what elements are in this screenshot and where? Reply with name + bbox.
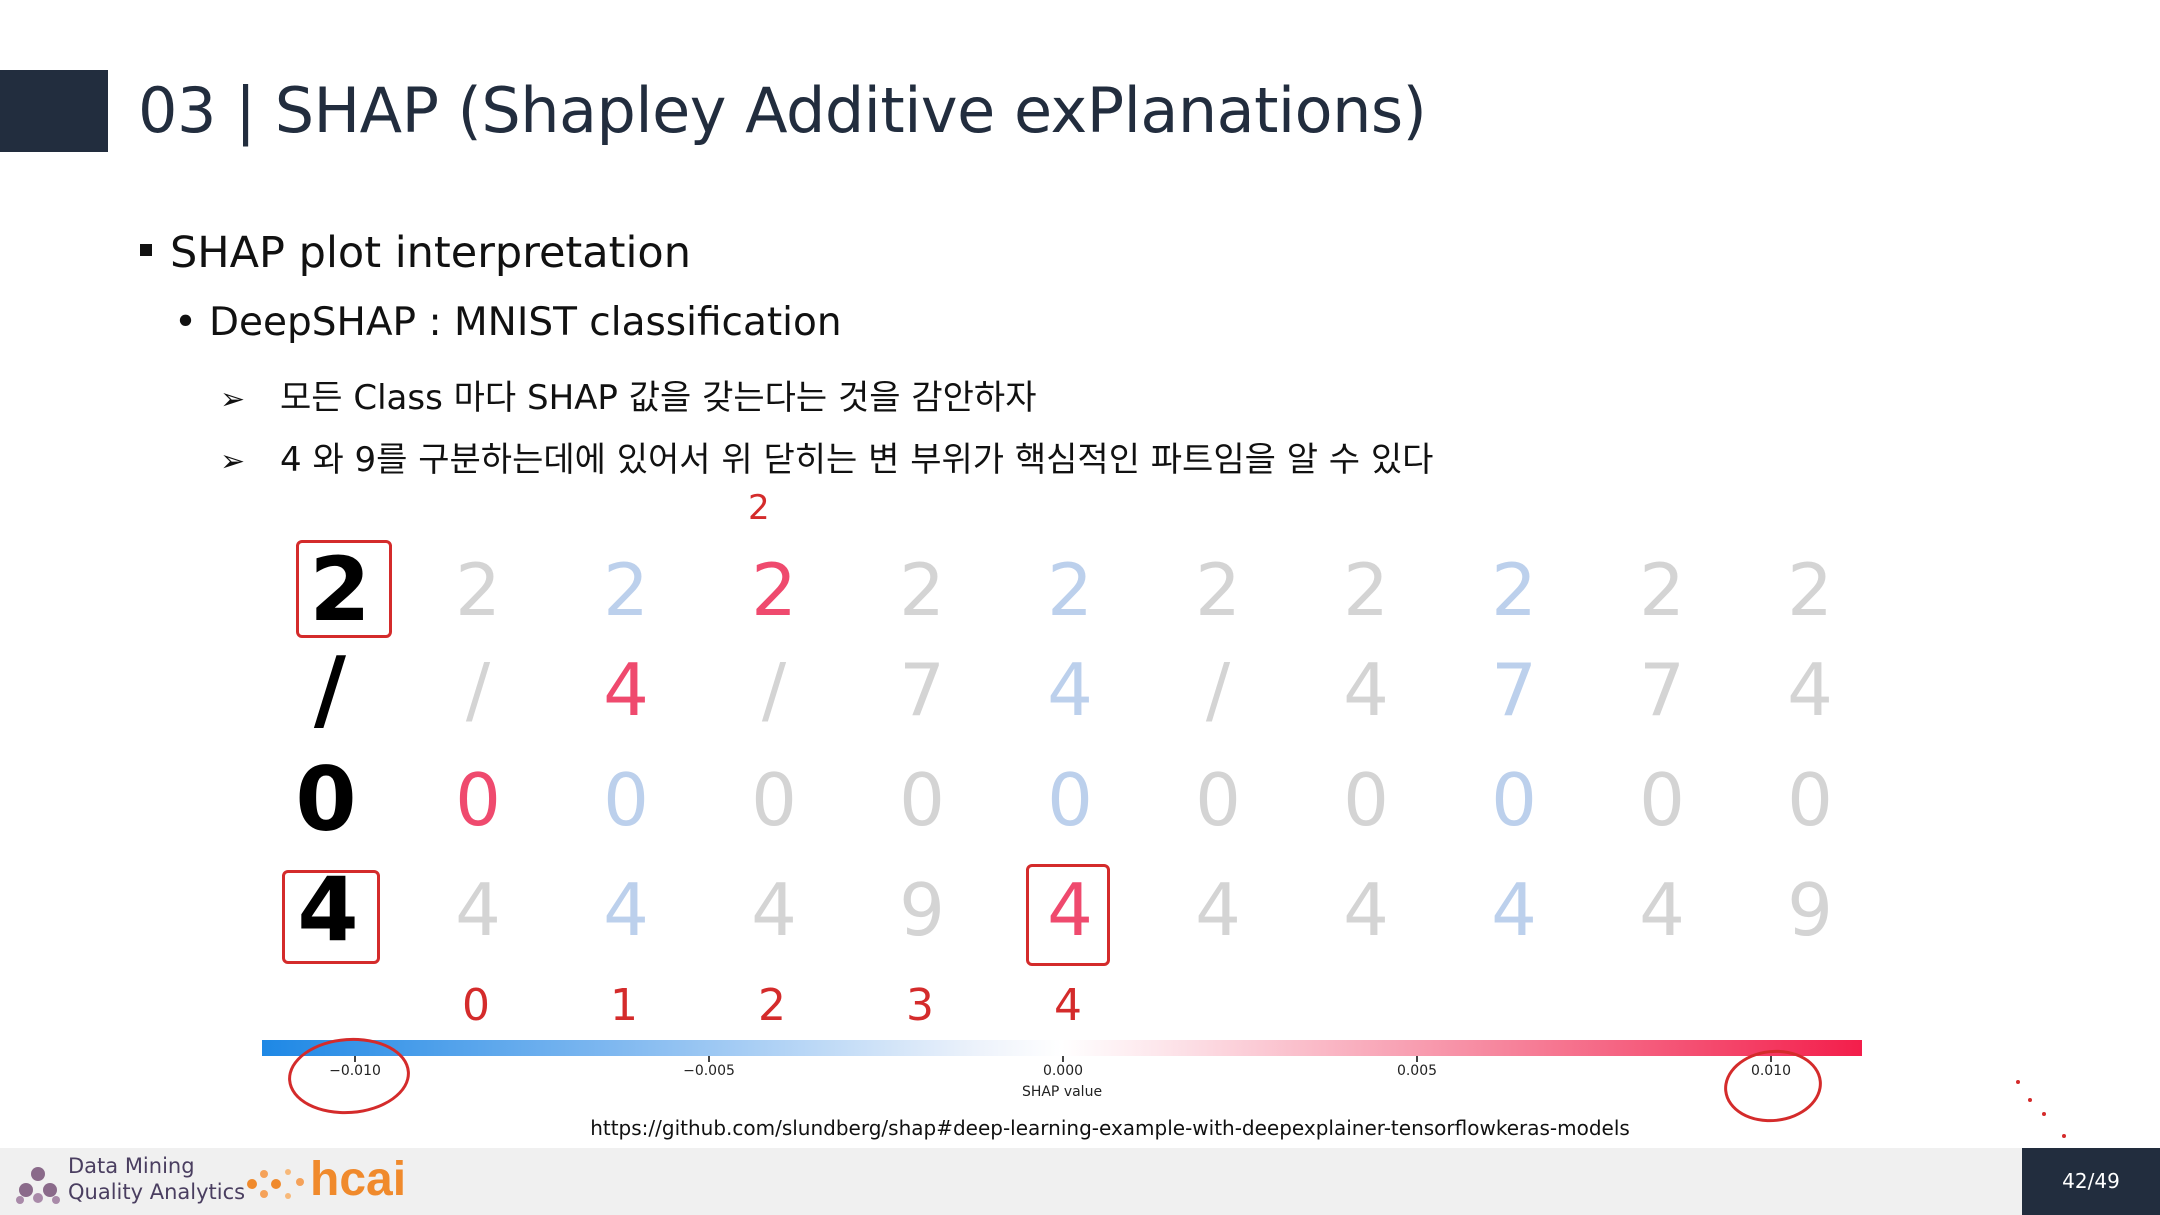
bullet-level1: SHAP plot interpretation <box>140 228 691 278</box>
shap-explanation-digit: 2 <box>1343 548 1389 632</box>
colorbar-tick-mark <box>1416 1056 1418 1062</box>
shap-explanation-digit: 2 <box>751 548 797 632</box>
shap-explanation-digit: 0 <box>1491 758 1537 842</box>
shap-explanation-digit: 4 <box>603 648 649 732</box>
shap-explanation-digit: / <box>1205 648 1231 732</box>
shap-explanation-digit: 4 <box>751 868 797 952</box>
colorbar-tick-label: −0.010 <box>329 1063 381 1079</box>
bullet-level2-text: DeepSHAP : MNIST classification <box>209 300 842 345</box>
pen-marks <box>2016 1080 2076 1144</box>
source-url[interactable]: https://github.com/slundberg/shap#deep-l… <box>590 1116 1630 1140</box>
highlight-box-row4-original <box>282 870 380 964</box>
bullet-level2: • DeepSHAP : MNIST classification <box>174 300 842 345</box>
colorbar-label: SHAP value <box>1021 1084 1103 1100</box>
shap-explanation-digit: 0 <box>1343 758 1389 842</box>
shap-explanation-digit: 0 <box>1787 758 1833 842</box>
colorbar-tick-mark <box>1770 1056 1772 1062</box>
original-digit: 4 <box>297 858 359 961</box>
shap-explanation-digit: 4 <box>1195 868 1241 952</box>
colorbar-tick-label: 0.010 <box>1750 1063 1792 1079</box>
colorbar-tick-label: 0.000 <box>1042 1063 1084 1079</box>
shap-explanation-digit: 7 <box>1639 648 1685 732</box>
shap-explanation-digit: 0 <box>1195 758 1241 842</box>
original-digit: 0 <box>295 748 357 851</box>
shap-explanation-digit: 0 <box>603 758 649 842</box>
arrow-bullet-icon: ➢ <box>220 382 246 417</box>
bullet-level3-item: ➢ 4 와 9를 구분하는데에 있어서 위 닫히는 변 부위가 핵심적인 파트임을… <box>220 432 1433 481</box>
shap-explanation-digit: 0 <box>751 758 797 842</box>
class-annotation: 3 <box>906 980 934 1031</box>
shap-explanation-digit: 4 <box>1343 648 1389 732</box>
shap-explanation-digit: / <box>761 648 787 732</box>
shap-explanation-digit: 2 <box>899 548 945 632</box>
dmqa-logo-icon <box>16 1167 60 1204</box>
shap-explanation-digit: 2 <box>1491 548 1537 632</box>
square-bullet-icon <box>140 243 152 256</box>
hcai-logo-text: hcai <box>310 1153 407 1206</box>
hcai-logo-icon <box>247 1169 304 1199</box>
colorbar-tick-mark <box>1062 1056 1064 1062</box>
shap-explanation-digit: 2 <box>1047 548 1093 632</box>
shap-explanation-digit: 4 <box>603 868 649 952</box>
shap-explanation-digit: 0 <box>1639 758 1685 842</box>
shap-explanation-digit: 4 <box>1047 648 1093 732</box>
shap-explanation-digit: 2 <box>603 548 649 632</box>
shap-explanation-digit: 4 <box>1491 868 1537 952</box>
shap-explanation-digit: 0 <box>1047 758 1093 842</box>
shap-explanation-digit: 0 <box>455 758 501 842</box>
title-accent-block <box>0 70 108 152</box>
class-annotation: 2 <box>758 980 786 1031</box>
shap-explanation-digit: 4 <box>1639 868 1685 952</box>
shap-explanation-digit: 9 <box>1787 868 1833 952</box>
org-name-line2: Quality Analytics <box>68 1180 246 1204</box>
org-name-line1: Data Mining <box>68 1154 195 1178</box>
top-annotation: 2 <box>748 488 770 528</box>
page-number: 42/49 <box>2022 1148 2160 1215</box>
arrow-bullet-icon: ➢ <box>220 444 246 479</box>
footer-bar: Data Mining Quality Analytics hcai 42/49 <box>0 1148 2160 1215</box>
dot-bullet-icon: • <box>174 300 198 345</box>
colorbar-tick-mark <box>354 1056 356 1062</box>
shap-explanation-digit: 4 <box>1343 868 1389 952</box>
shap-explanation-digit: / <box>465 648 491 732</box>
shap-explanation-digit: 0 <box>899 758 945 842</box>
shap-explanation-digit: 4 <box>455 868 501 952</box>
highlight-box-row4-class4 <box>1026 864 1110 966</box>
class-annotation: 4 <box>1054 980 1082 1031</box>
colorbar-tick-label: 0.005 <box>1396 1063 1438 1079</box>
shap-colorbar <box>262 1040 1862 1056</box>
shap-explanation-digit: 7 <box>899 648 945 732</box>
shap-explanation-digit: 9 <box>899 868 945 952</box>
bullet-level3-item: ➢ 모든 Class 마다 SHAP 값을 갖는다는 것을 감안하자 <box>220 370 1037 419</box>
class-annotation: 1 <box>610 980 638 1031</box>
circle-annotation-max <box>1720 1045 1826 1127</box>
bullet-level3-text: 모든 Class 마다 SHAP 값을 갖는다는 것을 감안하자 <box>280 378 1037 418</box>
class-annotation: 0 <box>462 980 490 1031</box>
shap-explanation-digit: 2 <box>1195 548 1241 632</box>
shap-explanation-digit: 2 <box>455 548 501 632</box>
highlight-box-row1-original <box>296 540 392 638</box>
slide-title: 03 | SHAP (Shapley Additive exPlanations… <box>138 74 1427 147</box>
shap-explanation-digit: 2 <box>1639 548 1685 632</box>
shap-explanation-digit: 4 <box>1787 648 1833 732</box>
colorbar-tick-label: −0.005 <box>683 1063 735 1079</box>
bullet-level3-text: 4 와 9를 구분하는데에 있어서 위 닫히는 변 부위가 핵심적인 파트임을 … <box>280 440 1434 480</box>
original-digit: 2 <box>309 538 371 641</box>
shap-explanation-digit: 4 <box>1047 868 1093 952</box>
original-digit: / <box>313 638 347 741</box>
bullet-level1-text: SHAP plot interpretation <box>170 228 691 278</box>
shap-explanation-digit: 2 <box>1787 548 1833 632</box>
shap-explanation-digit: 7 <box>1491 648 1537 732</box>
colorbar-tick-mark <box>708 1056 710 1062</box>
